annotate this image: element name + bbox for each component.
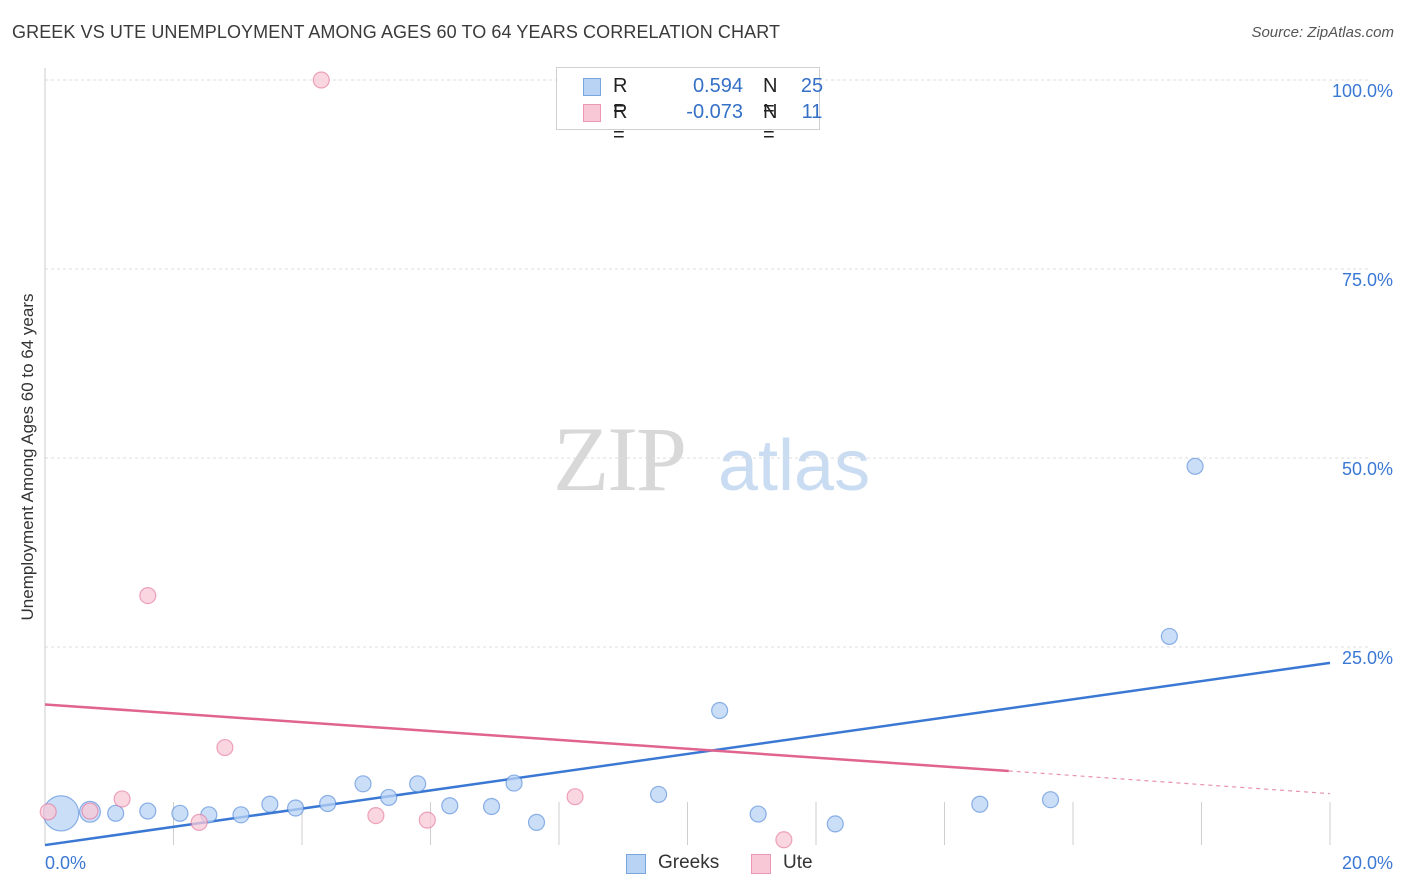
data-point-ute: [81, 802, 99, 820]
data-point-greeks: [1186, 457, 1204, 475]
chart-title: GREEK VS UTE UNEMPLOYMENT AMONG AGES 60 …: [12, 22, 781, 42]
data-point-greeks: [380, 788, 398, 807]
watermark-atlas: atlas: [718, 426, 870, 506]
trend-line-greeks: [44, 661, 1331, 847]
data-point-greeks: [319, 794, 337, 813]
legend-r-value: -0.073: [686, 101, 743, 123]
y-tick-label: 50.0%: [1342, 459, 1393, 479]
x-tick-label: 0.0%: [45, 853, 86, 873]
data-point-greeks: [354, 775, 372, 793]
legend-swatch-greeks: [583, 78, 601, 96]
series-legend: Greeks Ute: [0, 852, 1406, 878]
legend-label-greeks: Greeks: [658, 852, 720, 873]
legend-n-value: 11: [801, 101, 823, 123]
data-point-greeks: [826, 815, 844, 833]
correlation-legend: R = 0.594 N = 25 R = -0.073 N = 11: [556, 67, 823, 146]
legend-n-value: 25: [800, 75, 824, 97]
legend-swatch-ute: [751, 854, 771, 874]
data-point-ute: [566, 788, 584, 806]
data-point-greeks: [232, 806, 250, 824]
data-point-ute: [418, 811, 436, 829]
data-point-ute: [190, 813, 208, 831]
data-point-ute: [39, 803, 57, 821]
data-point-greeks: [711, 701, 729, 720]
data-point-greeks: [482, 797, 501, 816]
source-label: Source: ZipAtlas.com: [1251, 24, 1394, 41]
y-tick-label: 75.0%: [1342, 270, 1393, 290]
trend-extension-ute: [1008, 770, 1331, 795]
data-point-ute: [312, 71, 330, 89]
legend-n-label: N =: [763, 75, 778, 120]
legend-r-value: 0.594: [692, 75, 743, 97]
data-point-greeks: [649, 785, 668, 804]
data-point-greeks: [505, 774, 523, 792]
data-point-greeks: [139, 802, 157, 820]
data-point-greeks: [441, 797, 459, 815]
trend-line-ute: [44, 703, 1009, 773]
legend-swatch-greeks: [626, 854, 646, 874]
y-tick-label: 100.0%: [1332, 81, 1393, 101]
legend-label-ute: Ute: [783, 852, 813, 873]
data-point-ute: [139, 586, 157, 605]
data-point-greeks: [749, 805, 767, 823]
watermark-zip: ZIP: [553, 408, 685, 510]
x-tick-label: 20.0%: [1342, 853, 1393, 873]
data-point-greeks: [971, 795, 989, 813]
data-point-greeks: [1160, 627, 1178, 646]
data-point-greeks: [286, 799, 305, 817]
data-point-greeks: [527, 813, 546, 831]
data-point-ute: [775, 831, 793, 849]
data-point-greeks: [261, 795, 279, 813]
data-point-greeks: [1041, 791, 1060, 809]
legend-n-label: N =: [763, 101, 778, 146]
data-point-greeks: [107, 804, 125, 822]
legend-r-label: R =: [613, 75, 628, 120]
legend-r-label: R =: [613, 101, 628, 146]
data-point-ute: [367, 806, 385, 825]
data-point-ute: [113, 790, 131, 808]
y-tick-label: 25.0%: [1342, 648, 1393, 668]
data-point-greeks: [409, 775, 427, 793]
data-point-greeks: [171, 804, 189, 822]
data-point-ute: [216, 738, 234, 757]
legend-swatch-ute: [583, 104, 601, 122]
